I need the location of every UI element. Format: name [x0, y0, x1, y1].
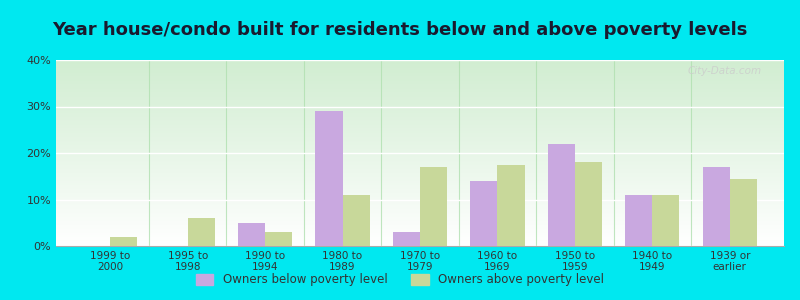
Bar — [498, 165, 525, 246]
Bar — [548, 144, 575, 246]
Bar — [420, 167, 447, 246]
Legend: Owners below poverty level, Owners above poverty level: Owners below poverty level, Owners above… — [191, 269, 609, 291]
Text: Year house/condo built for residents below and above poverty levels: Year house/condo built for residents bel… — [52, 21, 748, 39]
Bar — [470, 181, 498, 246]
Bar — [110, 237, 138, 246]
Bar — [238, 223, 265, 246]
Bar — [730, 178, 757, 246]
Bar — [265, 232, 292, 246]
Bar — [188, 218, 214, 246]
Bar — [626, 195, 652, 246]
Bar — [342, 195, 370, 246]
Bar — [575, 162, 602, 246]
Bar — [393, 232, 420, 246]
Bar — [315, 111, 342, 246]
Text: City-Data.com: City-Data.com — [688, 66, 762, 76]
Bar — [702, 167, 730, 246]
Bar — [652, 195, 679, 246]
